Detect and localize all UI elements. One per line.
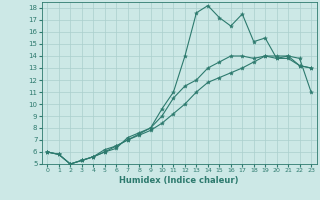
X-axis label: Humidex (Indice chaleur): Humidex (Indice chaleur) — [119, 176, 239, 185]
